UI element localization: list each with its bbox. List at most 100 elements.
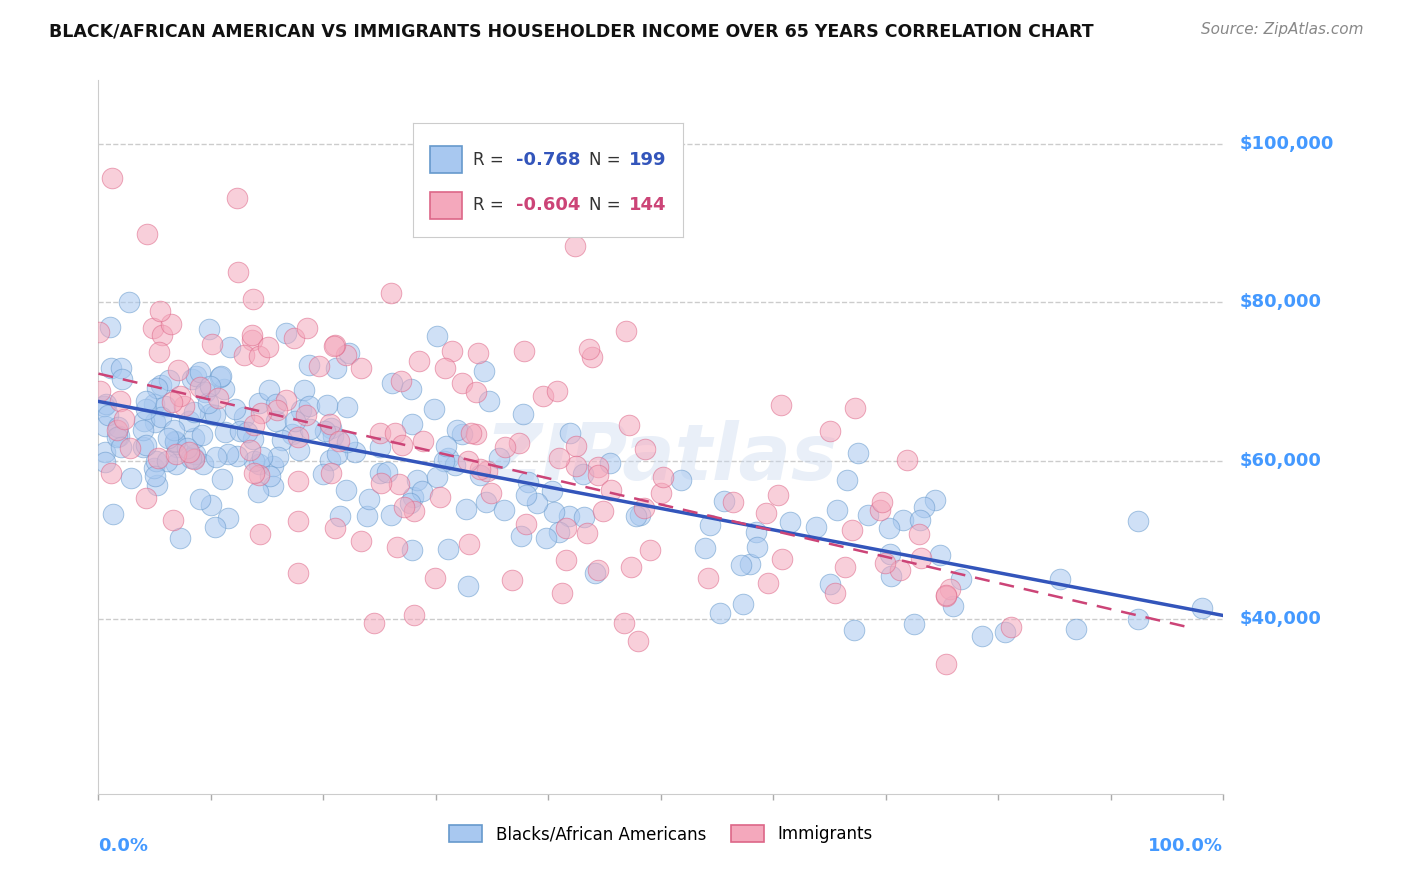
Point <box>1126 515 1149 529</box>
Point <box>242 432 264 446</box>
Point <box>292 384 315 398</box>
Point <box>247 468 270 483</box>
Point <box>733 597 755 611</box>
Point <box>531 389 554 403</box>
Point <box>198 322 221 336</box>
Point <box>709 607 731 621</box>
Point <box>335 348 357 362</box>
Point <box>207 391 229 405</box>
Point <box>89 384 111 398</box>
Point <box>183 404 205 418</box>
Point <box>290 403 312 417</box>
Text: Source: ZipAtlas.com: Source: ZipAtlas.com <box>1201 22 1364 37</box>
Point <box>214 425 236 439</box>
Point <box>103 507 125 521</box>
Point <box>229 424 252 438</box>
Point <box>578 342 600 356</box>
Point <box>94 455 117 469</box>
Point <box>912 500 935 515</box>
Point <box>284 414 307 428</box>
Point <box>217 511 239 525</box>
Point <box>135 401 157 416</box>
Point <box>148 345 170 359</box>
Text: ZIPatlas: ZIPatlas <box>485 420 837 497</box>
Point <box>240 328 263 343</box>
Point <box>540 484 562 499</box>
Point <box>399 382 422 396</box>
Point <box>457 454 479 468</box>
Point <box>488 451 510 466</box>
Point <box>651 470 673 484</box>
Point <box>209 369 232 384</box>
Point <box>903 617 925 632</box>
Point <box>322 338 344 352</box>
Point <box>745 524 768 539</box>
Point <box>257 383 280 397</box>
Point <box>337 345 360 359</box>
Point <box>211 472 233 486</box>
Point <box>160 395 183 409</box>
Point <box>478 394 501 409</box>
Point <box>108 429 131 443</box>
Point <box>426 329 449 343</box>
Point <box>599 456 621 470</box>
Point <box>543 505 565 519</box>
Point <box>633 501 655 516</box>
Point <box>356 509 378 524</box>
Point <box>163 423 186 437</box>
Point <box>363 616 385 631</box>
Point <box>259 468 281 483</box>
Point <box>515 517 537 532</box>
Point <box>380 508 402 522</box>
Point <box>879 547 901 561</box>
Point <box>501 574 523 588</box>
Point <box>766 488 789 502</box>
Point <box>441 343 464 358</box>
Point <box>942 599 965 614</box>
Point <box>949 572 972 586</box>
Point <box>322 429 344 443</box>
Point <box>287 430 309 444</box>
Point <box>280 427 302 442</box>
Point <box>98 319 121 334</box>
Point <box>188 491 211 506</box>
Point <box>328 434 350 448</box>
Point <box>877 521 900 535</box>
Point <box>240 334 263 348</box>
Point <box>156 454 179 468</box>
Text: $80,000: $80,000 <box>1240 293 1322 311</box>
Text: $40,000: $40,000 <box>1240 610 1322 629</box>
Legend: Blacks/African Americans, Immigrants: Blacks/African Americans, Immigrants <box>441 818 880 850</box>
Point <box>889 563 911 577</box>
Point <box>297 358 319 372</box>
Point <box>1191 601 1213 615</box>
Point <box>938 582 960 597</box>
Point <box>198 407 221 421</box>
Point <box>856 508 879 522</box>
Point <box>824 586 846 600</box>
Point <box>721 495 744 509</box>
Point <box>586 468 609 483</box>
Point <box>935 588 957 602</box>
Point <box>1049 572 1071 586</box>
Point <box>380 285 402 300</box>
Point <box>697 571 720 585</box>
Point <box>105 430 128 444</box>
Point <box>423 402 446 417</box>
Point <box>100 466 122 480</box>
Point <box>162 513 184 527</box>
Point <box>146 478 169 492</box>
Point <box>536 532 558 546</box>
Point <box>620 559 643 574</box>
Point <box>135 491 157 505</box>
Point <box>298 399 321 413</box>
Point <box>626 509 648 524</box>
Point <box>181 371 204 385</box>
Point <box>891 513 914 527</box>
Point <box>755 506 778 520</box>
Point <box>169 389 191 403</box>
Point <box>387 541 409 555</box>
Point <box>246 485 269 500</box>
Point <box>467 346 489 360</box>
Point <box>107 419 129 434</box>
